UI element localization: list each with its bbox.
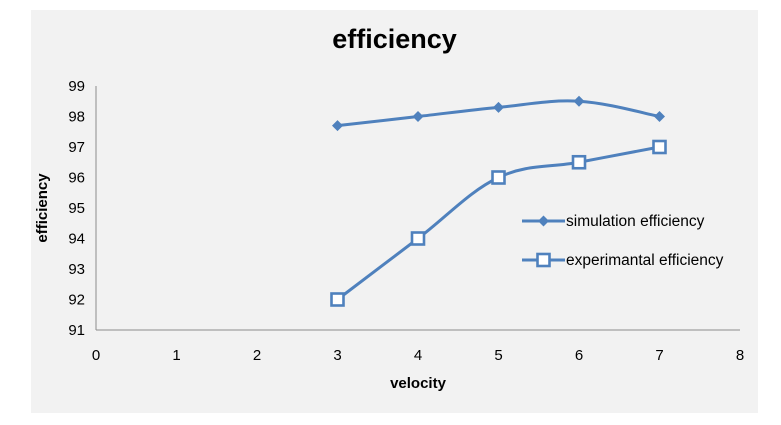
data-point-marker <box>410 231 426 246</box>
series-1 <box>332 95 665 132</box>
y-tick-label: 99 <box>68 78 85 95</box>
y-tick-label: 98 <box>68 109 85 126</box>
x-tick-label: 2 <box>253 347 261 364</box>
legend-swatch-marker <box>536 252 551 268</box>
x-tick-label: 4 <box>414 347 422 364</box>
data-point-marker <box>412 111 424 122</box>
legend-item: simulation efficiency <box>522 213 705 230</box>
x-tick-label: 3 <box>333 347 341 364</box>
x-tick-labels: 0 1 2 3 4 5 6 7 8 <box>92 347 744 364</box>
data-point-marker <box>571 154 587 170</box>
series-2 <box>330 139 667 307</box>
y-tick-label: 93 <box>68 261 85 278</box>
y-tick-label: 91 <box>68 322 85 339</box>
y-tick-label: 97 <box>68 139 85 156</box>
x-tick-label: 6 <box>575 347 583 364</box>
chart-area <box>31 10 758 413</box>
x-tick-label: 7 <box>655 347 663 364</box>
x-tick-label: 0 <box>92 347 100 364</box>
y-axis-label: efficiency <box>34 173 51 243</box>
x-tick-label: 8 <box>736 347 744 364</box>
series-layer <box>330 95 667 307</box>
x-axis-label: velocity <box>390 375 447 392</box>
chart-title: efficiency <box>332 24 457 54</box>
x-tick-label: 1 <box>172 347 180 364</box>
x-tick-label: 5 <box>494 347 502 364</box>
data-point-marker <box>491 170 506 185</box>
data-point-marker <box>652 139 667 155</box>
data-point-marker <box>330 292 345 307</box>
legend-item: experimantal efficiency <box>522 252 724 269</box>
y-tick-label: 92 <box>68 292 85 309</box>
axes <box>95 86 740 331</box>
legend-label: experimantal efficiency <box>566 252 724 269</box>
data-point-marker <box>654 111 665 122</box>
y-tick-label: 95 <box>68 200 85 217</box>
legend-swatch-marker <box>538 215 549 227</box>
y-tick-label: 94 <box>68 231 85 248</box>
y-tick-labels: 91 92 93 94 95 96 97 98 99 <box>68 78 85 339</box>
data-point-marker <box>332 120 343 132</box>
legend: simulation efficiency experimantal effici… <box>522 213 724 269</box>
y-tick-label: 96 <box>68 170 85 187</box>
data-point-marker <box>493 101 504 113</box>
data-point-marker <box>573 95 585 107</box>
legend-label: simulation efficiency <box>566 213 705 230</box>
